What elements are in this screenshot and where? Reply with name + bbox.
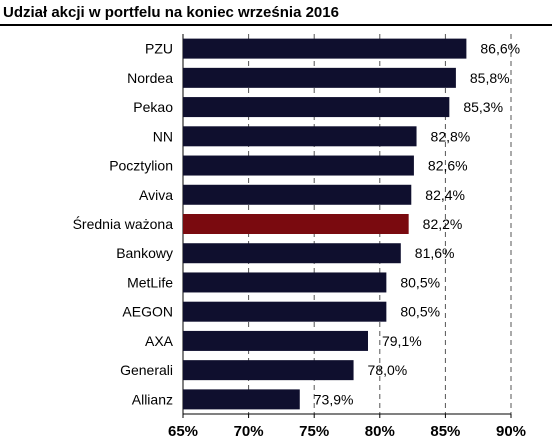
title-underline [0,24,552,26]
bar-8 [183,243,401,264]
bar-7 [183,214,409,234]
category-label-12: Generali [120,362,173,378]
category-label-1: PZU [145,41,173,57]
bar-3 [183,97,450,118]
category-label-9: MetLife [127,274,173,290]
value-label-10: 80,5% [400,304,440,320]
bar-11 [183,330,368,351]
tick-label-70: 70% [234,423,264,440]
category-label-8: Bankowy [116,245,173,261]
tick-label-80: 80% [365,423,395,440]
value-label-6: 82,4% [425,187,465,203]
value-label-1: 86,6% [480,41,520,57]
value-label-4: 82,8% [431,128,471,144]
category-label-10: AEGON [122,304,173,320]
bar-12 [183,360,354,381]
category-label-2: Nordea [127,70,173,86]
tick-label-65: 65% [168,423,198,440]
value-label-13: 73,9% [314,391,354,407]
category-label-13: Allianz [132,391,173,407]
bar-6 [183,184,412,205]
bar-13 [183,389,300,410]
category-label-5: Pocztylion [109,158,173,174]
bar-9 [183,272,387,293]
bar-2 [183,67,456,88]
tick-label-75: 75% [299,423,329,440]
category-label-3: Pekao [133,99,173,115]
value-label-8: 81,6% [415,245,455,261]
value-label-9: 80,5% [400,274,440,290]
value-label-2: 85,8% [470,70,510,86]
chart-title: Udział akcji w portfelu na koniec wrześn… [3,4,339,21]
tick-label-85: 85% [430,423,460,440]
value-label-7: 82,2% [423,216,463,232]
category-label-6: Aviva [139,187,173,203]
value-label-11: 79,1% [382,333,422,349]
category-label-4: NN [153,128,173,144]
bar-4 [183,126,417,147]
tick-label-90: 90% [496,423,526,440]
category-label-11: AXA [145,333,174,349]
bar-1 [183,38,467,59]
bar-5 [183,155,414,176]
value-label-3: 85,3% [463,99,503,115]
value-label-5: 82,6% [428,158,468,174]
bar-10 [183,301,387,322]
category-label-7: Średnia ważona [73,215,174,232]
value-label-12: 78,0% [368,362,408,378]
